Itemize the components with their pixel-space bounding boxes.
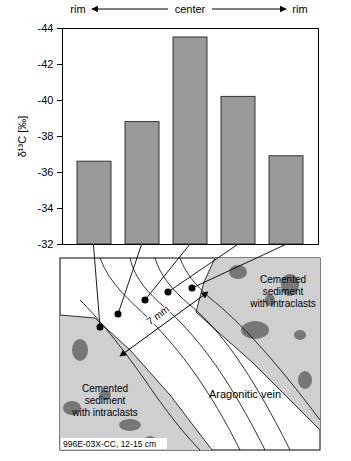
svg-text:-40: -40 xyxy=(38,94,54,106)
svg-text:center: center xyxy=(175,3,206,15)
svg-text:δ¹³C [‰]: δ¹³C [‰] xyxy=(16,116,28,158)
svg-text:996E-03X-CC, 12-15 cm: 996E-03X-CC, 12-15 cm xyxy=(63,439,156,449)
svg-text:-44: -44 xyxy=(38,22,54,34)
svg-text:rim: rim xyxy=(70,3,85,15)
svg-text:rim: rim xyxy=(292,3,307,15)
svg-text:-34: -34 xyxy=(38,202,54,214)
svg-text:Aragonitic vein: Aragonitic vein xyxy=(209,388,281,400)
svg-text:Cementedsedimentwith intraclas: Cementedsedimentwith intraclasts xyxy=(71,383,138,418)
svg-text:Cementedsedimentwith intraclas: Cementedsedimentwith intraclasts xyxy=(249,274,316,309)
svg-text:-38: -38 xyxy=(38,130,54,142)
svg-text:-36: -36 xyxy=(38,166,54,178)
svg-text:7 mm: 7 mm xyxy=(145,303,172,327)
svg-text:-42: -42 xyxy=(38,58,54,70)
svg-text:-32: -32 xyxy=(38,238,54,250)
svg-text:7 mm: 7 mm xyxy=(145,303,172,327)
